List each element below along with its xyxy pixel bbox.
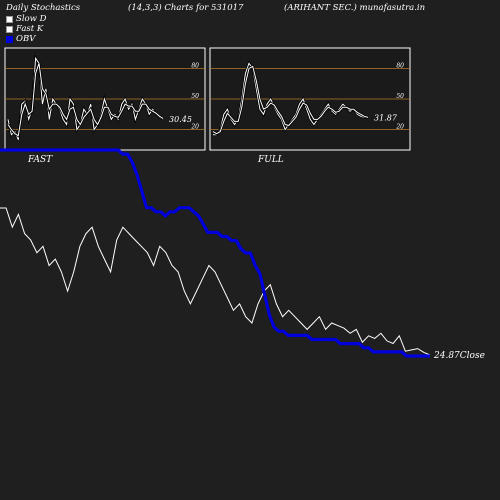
legend-label-obv: OBV xyxy=(16,34,36,44)
y-tick-full-50: 50 xyxy=(396,93,404,100)
close-label: 24.87Close xyxy=(433,351,485,361)
legend-fast-k: Fast K xyxy=(6,24,43,34)
series-line-full-slow-d xyxy=(212,65,369,135)
legend-swatch-fast-k xyxy=(6,25,13,33)
panel-label-full: FULL xyxy=(257,155,284,165)
legend-swatch-slow-d xyxy=(6,15,13,23)
legend-swatch-obv xyxy=(6,35,13,43)
y-tick-full-80: 80 xyxy=(396,62,404,69)
obv-line xyxy=(0,148,430,358)
y-tick-fast-80: 80 xyxy=(191,62,199,69)
series-line-fast-slow-d xyxy=(7,63,164,137)
legend-label-slow-d: Slow D xyxy=(16,14,47,24)
panel-label-fast: FAST xyxy=(27,155,53,165)
close-price-line xyxy=(0,207,431,356)
y-tick-full-20: 20 xyxy=(395,124,404,131)
last-value-label-full: 31.87 xyxy=(374,113,398,122)
y-tick-fast-50: 50 xyxy=(191,93,199,100)
header-source: (ARIHANT SEC.) munafasutra.in xyxy=(284,3,426,13)
last-value-label-fast: 30.45 xyxy=(169,115,192,124)
legend-slow-d: Slow D xyxy=(6,14,46,24)
y-tick-fast-20: 20 xyxy=(190,124,199,131)
header-symbol: (14,3,3) Charts for 531017 xyxy=(128,3,244,13)
legend-label-fast-k: Fast K xyxy=(16,24,44,34)
legend-obv: OBV xyxy=(6,34,35,44)
header-title: Daily Stochastics xyxy=(6,3,81,13)
